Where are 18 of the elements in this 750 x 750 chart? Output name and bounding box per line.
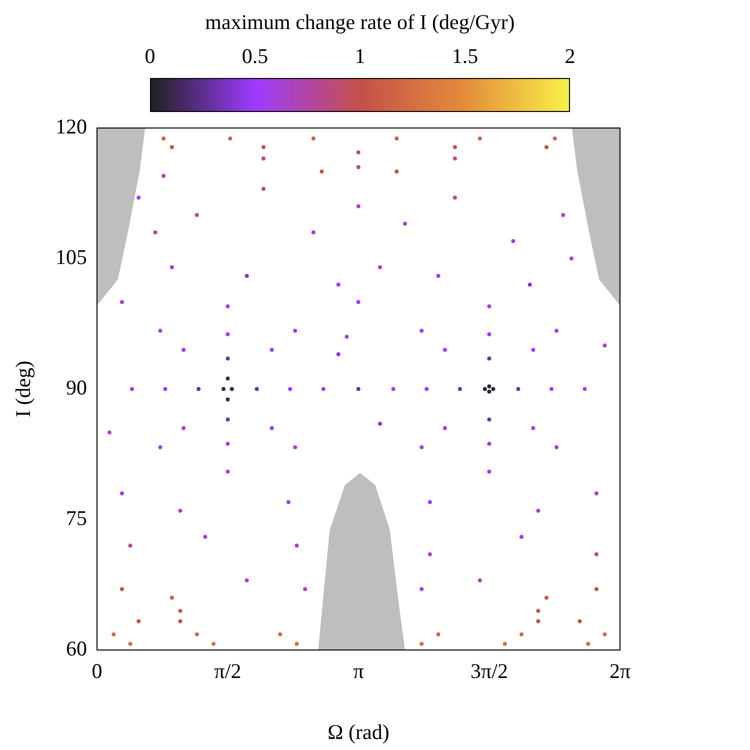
y-tick-label: 120 xyxy=(56,114,87,139)
y-tick-label: 75 xyxy=(66,506,87,530)
x-tick-label: π/2 xyxy=(214,659,242,684)
color-bar-title: maximum change rate of I (deg/Gyr) xyxy=(204,10,516,35)
color-bar-label: 1 xyxy=(354,44,366,69)
color-bar-label: 2 xyxy=(564,44,576,69)
color-bar-label: 0 xyxy=(144,44,156,69)
x-axis-title: Ω (rad) xyxy=(328,720,390,744)
color-bar-label: 1.5 xyxy=(450,44,480,69)
y-tick-label: 60 xyxy=(66,636,87,661)
x-tick-label: 3π/2 xyxy=(470,659,508,684)
y-axis-title: I (deg) xyxy=(11,360,36,418)
y-tick-label: 105 xyxy=(56,245,87,270)
color-bar-label: 0.5 xyxy=(240,44,270,69)
x-tick-label: 2π xyxy=(609,659,631,684)
x-tick-label: 0 xyxy=(92,659,102,684)
x-tick-label: π xyxy=(353,659,364,684)
y-tick-label: 90 xyxy=(66,376,87,400)
